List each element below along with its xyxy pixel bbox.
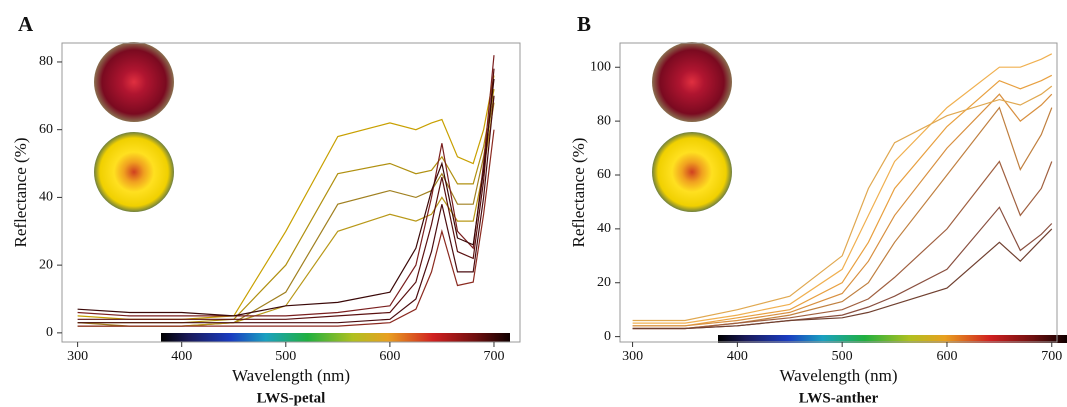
x-tick-label: 400: [727, 349, 748, 364]
y-tick-label: 20: [39, 257, 53, 272]
x-tick-label: 700: [483, 349, 504, 364]
spectrum-line: [77, 78, 495, 317]
flower-photos: [94, 42, 732, 212]
y-tick-label: 80: [597, 113, 611, 128]
panel-title: LWS-anther: [799, 390, 879, 406]
y-tick-label: 80: [39, 54, 53, 69]
x-tick-label: 500: [275, 349, 296, 364]
y-tick-label: 100: [590, 59, 611, 74]
spectrum-line: [77, 68, 495, 320]
panel-title: LWS-petal: [257, 390, 326, 406]
spectrum-line: [77, 129, 495, 327]
spectrum-line: [632, 85, 1053, 322]
x-tick-label: 600: [936, 349, 957, 364]
x-tick-label: 700: [1041, 349, 1062, 364]
y-tick-label: 0: [46, 325, 53, 340]
spectrum-line: [632, 93, 1053, 327]
spectrum-line: [632, 228, 1053, 330]
y-axis-label: Reflectance (%): [11, 138, 30, 248]
spectrum-bar: [161, 333, 1067, 343]
y-tick-label: 0: [604, 329, 611, 344]
y-axis-label: Reflectance (%): [569, 138, 588, 248]
spectrum-line: [632, 206, 1053, 330]
y-tick-label: 60: [597, 167, 611, 182]
panel-label: A: [18, 12, 34, 36]
spectrum-line: [77, 55, 495, 317]
y-tick-label: 40: [39, 190, 53, 205]
x-axis-label: Wavelength (nm): [232, 366, 350, 385]
plot-frame: [619, 42, 1058, 343]
x-axis-label: Wavelength (nm): [779, 366, 897, 385]
x-tick-label: 300: [67, 349, 88, 364]
x-tick-label: 600: [379, 349, 400, 364]
x-tick-label: 500: [832, 349, 853, 364]
spectrum-line: [632, 74, 1053, 327]
y-tick-label: 60: [39, 122, 53, 137]
y-tick-label: 40: [597, 221, 611, 236]
x-tick-label: 300: [622, 349, 643, 364]
spectrum-line: [632, 53, 1053, 324]
spectrum-line: [632, 160, 1053, 330]
plot-frame: [61, 42, 521, 343]
y-tick-label: 20: [597, 275, 611, 290]
x-tick-label: 400: [171, 349, 192, 364]
panel-label: B: [577, 12, 591, 36]
spectrum-line: [77, 95, 495, 324]
